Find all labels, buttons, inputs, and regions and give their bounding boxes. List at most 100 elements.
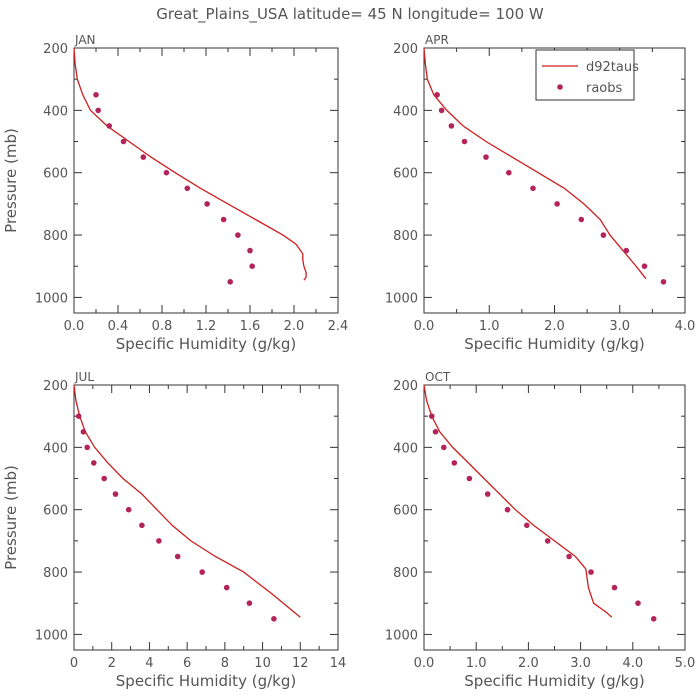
data-point-raobs	[220, 216, 227, 223]
y-tick-label: 400	[43, 104, 68, 119]
x-tick-label: 1.2	[196, 319, 217, 334]
data-point-raobs	[139, 522, 145, 529]
data-point-raobs	[578, 216, 585, 223]
y-tick-label: 800	[43, 229, 68, 244]
x-tick-label: 6	[183, 656, 191, 671]
x-tick-label: 3.0	[570, 656, 591, 671]
y-tick-label: 400	[393, 441, 418, 456]
x-tick-label: 2.0	[544, 319, 565, 334]
plot-frame	[73, 47, 339, 314]
x-tick-label: 2.0	[284, 319, 305, 334]
data-point-raobs	[461, 138, 468, 145]
data-point-raobs	[466, 475, 473, 482]
panel-label: APR	[425, 33, 449, 47]
data-point-raobs	[174, 553, 181, 560]
y-tick-label: 1000	[385, 291, 418, 306]
x-tick-label: 0.0	[64, 319, 85, 334]
x-tick-label: 2.4	[328, 319, 349, 334]
x-tick-label: 2	[108, 656, 116, 671]
legend-line-label: d92taus	[586, 60, 639, 75]
plot-frame	[423, 384, 686, 651]
legend-point-label: raobs	[586, 81, 623, 96]
panels: JAN 200 400 600 800 1000 0.0 0.4 0.8 1.2 1.6 2.0 2.4…	[2, 33, 695, 690]
y-tick-label: 800	[43, 566, 68, 581]
series-line-d92taus	[423, 47, 647, 280]
x-tick-label: 0.8	[152, 319, 173, 334]
data-point-raobs	[91, 460, 97, 466]
panel-label: JAN	[74, 33, 96, 47]
chart-panel-oct: OCT 200 400 600 800 1000 0.0 1.0 2.0 3.0 4.0 5.0 Spe…	[385, 370, 695, 690]
data-point-raobs	[163, 169, 170, 176]
y-tick-label: 800	[393, 229, 418, 244]
series-line-d92taus	[73, 47, 307, 281]
series-line-d92taus	[73, 384, 301, 618]
x-axis-label: Specific Humidity (g/kg)	[464, 672, 644, 690]
data-point-raobs	[199, 569, 205, 575]
y-tick-label: 1000	[35, 628, 68, 643]
x-tick-label: 1.6	[240, 319, 261, 334]
data-point-raobs	[451, 460, 458, 466]
x-tick-label: 4	[145, 656, 153, 671]
data-point-raobs	[271, 616, 277, 622]
data-point-raobs	[249, 263, 255, 270]
data-point-raobs	[530, 185, 536, 192]
data-point-raobs	[635, 600, 641, 606]
data-point-raobs	[600, 232, 607, 238]
x-axis-label: Specific Humidity (g/kg)	[464, 335, 644, 353]
plot-frame	[73, 384, 339, 651]
data-point-raobs	[112, 491, 119, 497]
data-point-raobs	[484, 491, 491, 497]
y-axis-label: Pressure (mb)	[2, 128, 20, 233]
data-point-raobs	[544, 538, 551, 544]
data-point-raobs	[448, 123, 455, 129]
panel-label: OCT	[425, 370, 451, 384]
series-line-d92taus	[423, 384, 613, 618]
data-point-raobs	[650, 616, 657, 622]
data-point-raobs	[438, 107, 445, 114]
data-point-raobs	[140, 154, 147, 160]
y-tick-label: 400	[393, 104, 418, 119]
data-point-raobs	[432, 429, 439, 435]
y-tick-label: 200	[43, 42, 68, 57]
y-tick-label: 200	[393, 42, 418, 57]
data-point-raobs	[227, 279, 233, 285]
data-point-raobs	[84, 444, 90, 451]
data-point-raobs	[184, 185, 191, 192]
x-tick-label: 0.0	[414, 319, 435, 334]
data-point-raobs	[588, 569, 594, 575]
x-tick-label: 1.0	[466, 656, 487, 671]
x-axis-label: Specific Humidity (g/kg)	[116, 335, 296, 353]
chart-panel-apr: APR 200 400 600 800 1000 0.0 1.0 2.0 3.0 4.0 Specif…	[385, 33, 695, 353]
y-tick-label: 1000	[385, 628, 418, 643]
x-tick-label: 8	[221, 656, 229, 671]
x-tick-label: 10	[254, 656, 271, 671]
data-point-raobs	[611, 584, 618, 591]
data-point-raobs	[524, 522, 530, 529]
y-tick-label: 1000	[35, 291, 68, 306]
y-tick-label: 600	[393, 167, 418, 182]
data-point-raobs	[554, 201, 560, 207]
data-point-raobs	[483, 154, 489, 160]
data-point-raobs	[246, 600, 253, 606]
data-point-raobs	[247, 247, 253, 254]
chart-panel-jan: JAN 200 400 600 800 1000 0.0 0.4 0.8 1.2 1.6 2.0 2.4…	[2, 33, 348, 353]
data-point-raobs	[156, 538, 162, 544]
x-tick-label: 3.0	[609, 319, 630, 334]
figure-title: Great_Plains_USA latitude= 45 N longitud…	[156, 5, 544, 24]
data-point-raobs	[93, 92, 99, 98]
x-tick-label: 0.4	[108, 319, 129, 334]
data-point-raobs	[106, 123, 112, 129]
x-tick-label: 2.0	[518, 656, 539, 671]
data-point-raobs	[125, 506, 132, 513]
x-tick-label: 12	[292, 656, 309, 671]
panel-label: JUL	[74, 370, 94, 384]
data-point-raobs	[120, 138, 127, 145]
data-point-raobs	[204, 201, 210, 207]
y-tick-label: 600	[43, 504, 68, 519]
y-tick-label: 200	[393, 379, 418, 394]
y-tick-label: 600	[393, 504, 418, 519]
legend-point-swatch	[557, 84, 563, 90]
data-point-raobs	[506, 169, 512, 176]
